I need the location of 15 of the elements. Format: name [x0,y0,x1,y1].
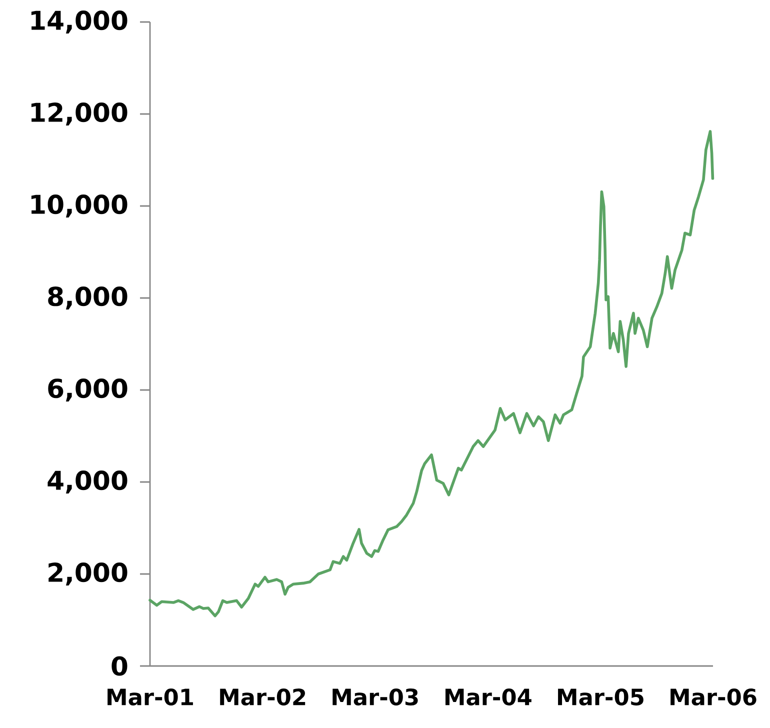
x-tick-label: Mar-06 [670,688,756,706]
x-tick-label: Mar-04 [445,688,532,706]
x-tick-label: Mar-02 [220,688,306,706]
y-tick-label: 0 [112,656,128,676]
x-tick-label: Mar-01 [108,688,193,706]
x-tick-label: Mar-03 [332,688,418,706]
line-series [148,130,714,618]
y-tick-label: 2,000 [48,562,128,586]
y-tick-label: 10,000 [31,194,128,218]
y-tick-label: 4,000 [48,470,128,494]
x-tick-label: Mar-05 [558,688,644,706]
y-tick-label: 12,000 [31,102,128,126]
y-tick-label: 14,000 [31,10,128,34]
y-tick-label: 6,000 [48,378,128,402]
y-tick-label: 8,000 [48,286,128,310]
